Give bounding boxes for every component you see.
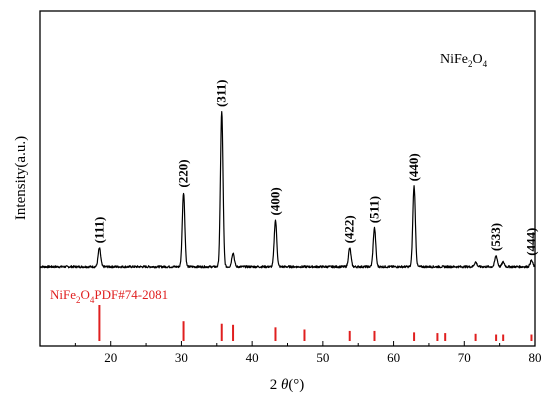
peak-label: (440) <box>406 153 421 181</box>
peak-labels: (111) (220) (311) (400) (422) (511) (440) (533)… <box>91 80 538 256</box>
peak-label: (444) <box>524 228 539 256</box>
reference-lines <box>98 305 533 341</box>
x-tick-label: 80 <box>529 350 542 365</box>
x-tick-label: 70 <box>458 350 471 365</box>
peak-label: (111) <box>91 217 106 244</box>
peak-label: (511) <box>367 196 382 223</box>
x-axis-title: 2 θ(°) <box>270 377 305 393</box>
peak-label: (422) <box>342 215 357 243</box>
x-axis-tick-labels: 20 30 40 50 60 70 80 <box>104 350 541 365</box>
reference-label: NiFe2O4PDF#74-2081 <box>50 287 168 305</box>
x-tick-label: 40 <box>246 350 259 365</box>
x-tick-label: 50 <box>316 350 329 365</box>
peak-label: (533) <box>488 223 503 251</box>
x-tick-label: 30 <box>175 350 188 365</box>
peak-label: (400) <box>268 187 283 215</box>
x-tick-label: 20 <box>104 350 117 365</box>
sample-label: NiFe2O4 <box>440 52 488 69</box>
y-axis-title: Intensity(a.u.) <box>13 136 29 220</box>
peak-label: (311) <box>214 80 229 107</box>
x-tick-label: 60 <box>387 350 400 365</box>
xrd-pattern-line <box>39 111 536 269</box>
x-axis-ticks <box>74 341 536 346</box>
peak-label: (220) <box>176 159 191 187</box>
